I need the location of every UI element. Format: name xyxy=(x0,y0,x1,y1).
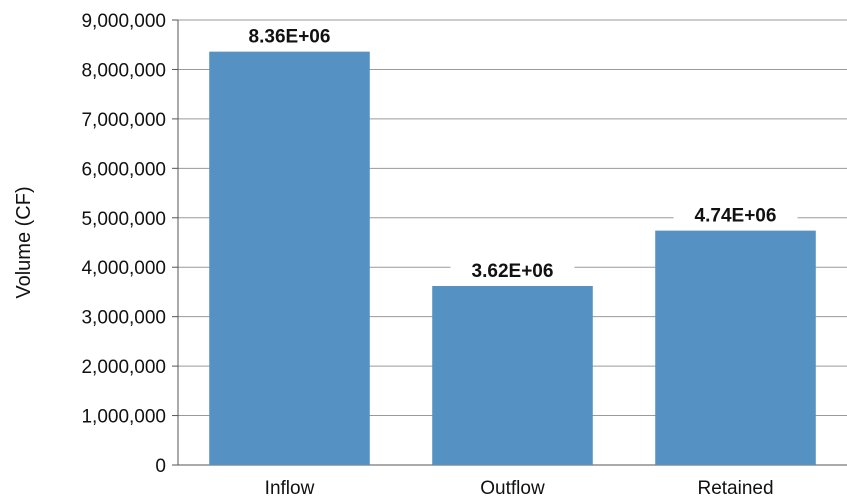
y-tick-label: 6,000,000 xyxy=(81,159,166,180)
bar-outflow xyxy=(432,286,593,465)
y-tick-label: 0 xyxy=(155,456,166,477)
bar-retained xyxy=(655,230,816,465)
data-label: 3.62E+06 xyxy=(472,261,554,282)
labels: 0 1,000,000 2,000,000 3,000,000 4,000,000 5,0… xyxy=(81,11,798,497)
y-tick-label: 7,000,000 xyxy=(81,110,166,131)
x-category-label: Retained xyxy=(697,478,773,497)
data-label: 4.74E+06 xyxy=(695,206,777,227)
bars xyxy=(209,51,816,466)
x-category-label: Outflow xyxy=(480,478,545,497)
data-label: 8.36E+06 xyxy=(249,27,331,48)
y-axis-title: Volume (CF) xyxy=(13,186,35,298)
bar-inflow xyxy=(209,51,370,466)
y-tick-label: 5,000,000 xyxy=(81,209,166,230)
data-label-background xyxy=(227,21,352,46)
y-tick-label: 8,000,000 xyxy=(81,60,166,81)
y-tick-label: 9,000,000 xyxy=(81,11,166,32)
x-category-label: Inflow xyxy=(265,478,315,497)
y-tick-label: 1,000,000 xyxy=(81,407,166,428)
y-tick-label: 3,000,000 xyxy=(81,308,166,329)
y-tick-label: 4,000,000 xyxy=(81,258,166,279)
data-label-background xyxy=(673,200,798,225)
data-label-background xyxy=(450,256,575,281)
y-tick-label: 2,000,000 xyxy=(81,357,166,378)
